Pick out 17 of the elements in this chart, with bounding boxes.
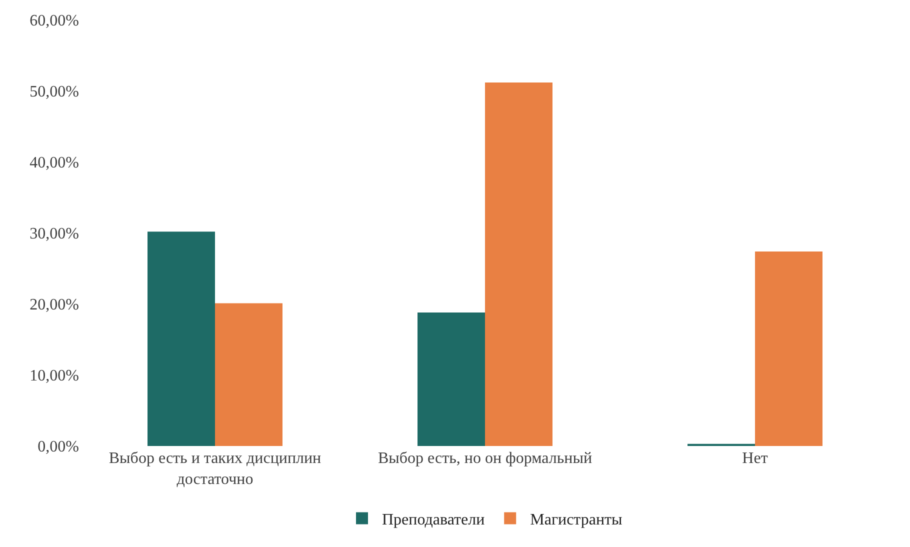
bar <box>418 312 485 446</box>
bar <box>215 303 282 446</box>
x-tick-label: Выбор есть, но он формальный <box>378 450 592 467</box>
y-tick-label: 40,00% <box>30 154 79 172</box>
bar <box>148 232 215 446</box>
bar <box>755 251 822 446</box>
y-tick-label: 20,00% <box>30 296 79 314</box>
y-tick-label: 50,00% <box>30 84 79 101</box>
legend-label: Преподаватели <box>382 512 486 529</box>
y-tick-label: 0,00% <box>38 438 79 456</box>
y-tick-label: 10,00% <box>30 368 79 385</box>
y-tick-label: 60,00% <box>30 12 79 30</box>
y-tick-label: 30,00% <box>30 226 79 243</box>
bar <box>485 82 552 446</box>
x-tick-label: Выбор есть и таких дисциплин достаточно <box>108 450 322 488</box>
x-tick-label: Нет <box>742 450 768 467</box>
legend-label: Магистранты <box>530 512 623 529</box>
